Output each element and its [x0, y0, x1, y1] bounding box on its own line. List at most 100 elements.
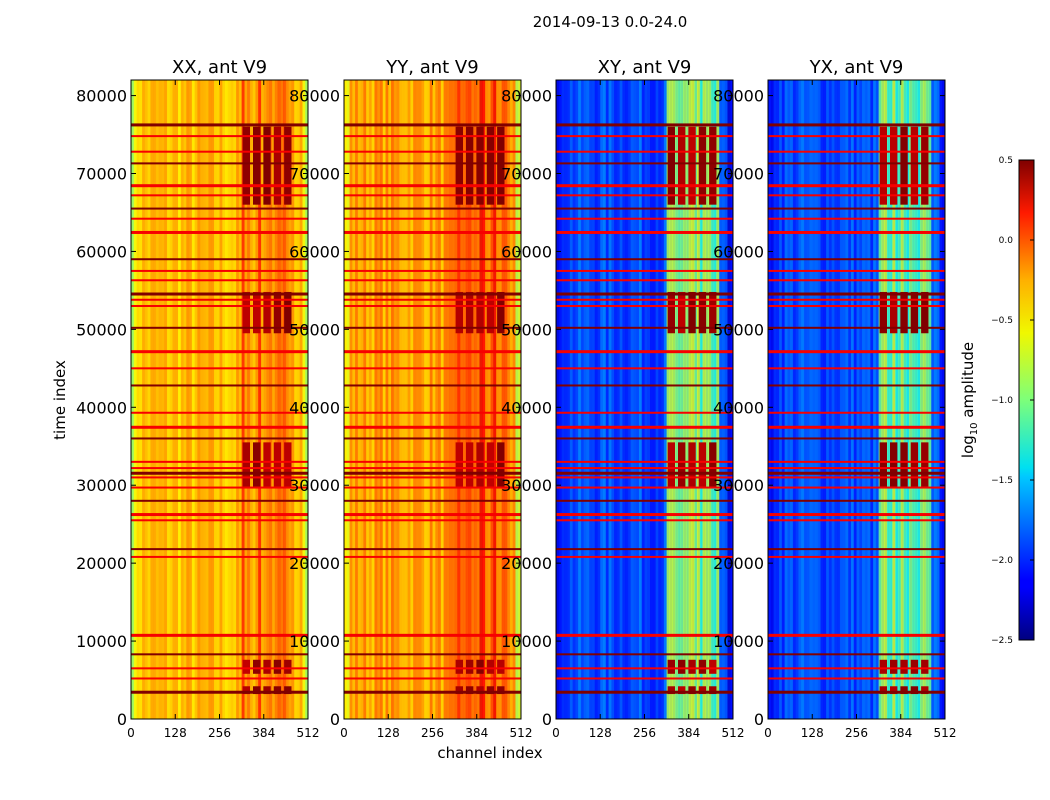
channel-stripe — [349, 80, 353, 719]
hot-block — [476, 659, 484, 674]
hot-block — [879, 126, 887, 205]
channel-stripe — [911, 80, 916, 719]
channel-stripe — [399, 80, 403, 719]
y-tick-label: 20000 — [289, 554, 340, 573]
hot-block — [879, 686, 887, 695]
flagged-row — [344, 292, 521, 296]
hot-block — [476, 291, 484, 334]
channel-stripe — [202, 80, 207, 719]
channel-stripe — [451, 80, 456, 719]
hot-block — [910, 659, 919, 674]
channel-stripe — [848, 80, 852, 719]
flagged-row — [131, 467, 308, 470]
channel-stripe — [575, 80, 579, 719]
y-tick-label: 70000 — [501, 165, 552, 184]
hot-block — [284, 686, 292, 695]
flagged-row — [556, 162, 733, 165]
y-tick-label: 70000 — [713, 165, 764, 184]
flagged-row — [768, 476, 945, 479]
colorbar-tick-label: −1.0 — [991, 396, 1013, 406]
channel-stripe — [870, 80, 874, 719]
colorbar-tick-label: −2.5 — [991, 636, 1013, 646]
flagged-row — [344, 150, 521, 153]
hot-block — [910, 686, 919, 695]
flagged-row — [556, 350, 733, 354]
channel-stripe — [197, 80, 201, 719]
y-tick-label: 40000 — [501, 398, 552, 417]
x-tick-label: 128 — [164, 726, 187, 740]
channel-stripe — [658, 80, 662, 719]
x-tick-label: 0 — [340, 726, 348, 740]
channel-stripe — [421, 80, 425, 719]
hot-block — [889, 442, 898, 487]
channel-stripe — [779, 80, 783, 719]
channel-stripe — [694, 80, 698, 719]
colorbar-label: log10 amplitude — [959, 342, 980, 458]
x-tick-label: 256 — [633, 726, 656, 740]
channel-stripe — [205, 80, 210, 719]
panel-title: YX, ant V9 — [809, 57, 904, 78]
hot-block — [910, 291, 919, 334]
hot-block — [698, 126, 707, 205]
channel-stripe — [449, 80, 453, 719]
flagged-row — [768, 460, 945, 463]
hot-block — [263, 659, 271, 674]
y-tick-label: 10000 — [713, 632, 764, 651]
x-tick-label: 512 — [722, 726, 745, 740]
x-tick-label: 128 — [377, 726, 400, 740]
flagged-row — [344, 326, 521, 329]
hot-block — [273, 442, 282, 487]
channel-stripe — [719, 80, 723, 719]
x-tick-label: 384 — [465, 726, 488, 740]
hot-block — [677, 291, 686, 334]
channel-stripe — [638, 80, 643, 719]
channel-stripe — [368, 80, 373, 719]
channel-stripe — [922, 80, 927, 719]
channel-stripe — [828, 80, 833, 719]
y-tick-label: 70000 — [76, 165, 127, 184]
flagged-row — [768, 499, 945, 502]
channel-stripe — [781, 80, 786, 719]
channel-stripe — [837, 80, 841, 719]
hot-block — [900, 126, 908, 205]
hot-block — [889, 659, 898, 674]
hot-block — [921, 126, 929, 205]
hot-block — [263, 442, 271, 487]
flagged-row — [556, 519, 733, 522]
flagged-row — [556, 304, 733, 307]
hot-block — [698, 442, 707, 487]
hot-block — [709, 659, 717, 674]
flagged-row — [131, 667, 308, 670]
flagged-row — [344, 425, 521, 429]
hot-block — [889, 126, 898, 205]
channel-stripe — [131, 80, 135, 719]
flagged-row — [344, 513, 521, 517]
channel-stripe — [429, 80, 434, 719]
flagged-row — [556, 499, 733, 502]
flagged-row — [768, 292, 945, 296]
channel-stripe — [567, 80, 571, 719]
flagged-row — [131, 476, 308, 479]
hot-block — [455, 659, 463, 674]
y-tick-label: 80000 — [501, 87, 552, 106]
flagged-row — [556, 123, 733, 127]
flagged-row — [556, 471, 733, 475]
flagged-row — [131, 677, 308, 680]
channel-stripe — [633, 80, 637, 719]
hot-block — [698, 659, 707, 674]
hot-block — [698, 686, 707, 695]
flagged-row — [768, 519, 945, 522]
channel-stripe — [864, 80, 869, 719]
channel-stripe — [702, 80, 706, 719]
hot-block — [486, 126, 495, 205]
channel-stripe — [255, 80, 259, 719]
hot-block — [688, 659, 696, 674]
flagged-row — [768, 513, 945, 517]
channel-stripe — [460, 80, 464, 719]
flagged-row — [131, 279, 308, 282]
flagged-row — [131, 150, 308, 153]
channel-stripe — [379, 80, 384, 719]
flagged-row — [131, 555, 308, 558]
channel-stripe — [244, 80, 248, 719]
